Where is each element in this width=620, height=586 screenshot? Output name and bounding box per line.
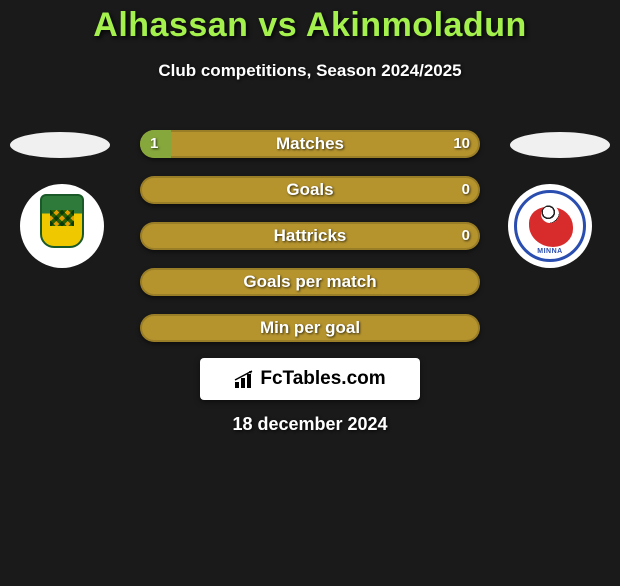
team-logo-left bbox=[20, 184, 104, 268]
stat-row: Matches1 10 bbox=[140, 130, 480, 158]
player-photo-right bbox=[510, 132, 610, 158]
stat-row: Min per goal bbox=[140, 314, 480, 342]
stat-right-value: 0 bbox=[462, 222, 470, 250]
stat-left-value: 1 bbox=[150, 130, 158, 158]
stats-container: Matches110Goals0Hattricks0Goals per matc… bbox=[140, 130, 480, 360]
stat-right-value: 10 bbox=[453, 130, 470, 158]
stat-row: Goals0 bbox=[140, 176, 480, 204]
stat-label: Goals per match bbox=[140, 268, 480, 296]
tornadoes-badge-icon: MINNA bbox=[514, 190, 586, 262]
stat-row: Goals per match bbox=[140, 268, 480, 296]
bars-icon bbox=[234, 370, 256, 388]
stat-right-value: 0 bbox=[462, 176, 470, 204]
comparison-title: Alhassan vs Akinmoladun bbox=[0, 6, 620, 45]
comparison-date: 18 december 2024 bbox=[0, 414, 620, 435]
stat-label: Matches bbox=[140, 130, 480, 158]
brand-text: FcTables.com bbox=[260, 368, 385, 390]
stat-label: Min per goal bbox=[140, 314, 480, 342]
player-photo-left bbox=[10, 132, 110, 158]
brand-box: FcTables.com bbox=[200, 358, 420, 400]
stat-label: Goals bbox=[140, 176, 480, 204]
shield-icon bbox=[32, 194, 92, 258]
brand-label: FcTables.com bbox=[234, 368, 385, 390]
stat-row: Hattricks0 bbox=[140, 222, 480, 250]
comparison-subtitle: Club competitions, Season 2024/2025 bbox=[0, 61, 620, 81]
stat-label: Hattricks bbox=[140, 222, 480, 250]
team-logo-right: MINNA bbox=[508, 184, 592, 268]
